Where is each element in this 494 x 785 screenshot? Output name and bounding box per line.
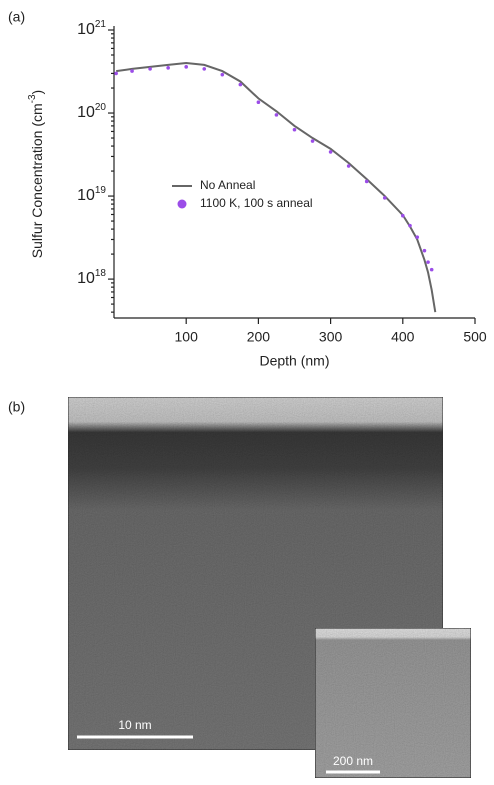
- data-point: [202, 67, 207, 71]
- data-point: [408, 223, 412, 228]
- data-point: [184, 65, 188, 69]
- data-point: [415, 235, 420, 239]
- data-point: [238, 82, 243, 87]
- data-point: [364, 179, 369, 184]
- x-tick-label: 100: [175, 329, 199, 345]
- legend-swatch: [177, 199, 187, 209]
- x-axis-label: Depth (nm): [259, 353, 329, 369]
- x-tick-label: 400: [391, 329, 415, 345]
- data-point: [130, 69, 134, 73]
- y-tick-label: 1019: [77, 185, 106, 205]
- y-tick-label: 1020: [77, 102, 106, 122]
- data-line: [116, 62, 437, 313]
- data-point: [220, 72, 225, 77]
- data-point: [426, 260, 430, 264]
- legend-label: 1100 K, 100 s anneal: [200, 196, 313, 210]
- panel-label: (b): [8, 399, 25, 415]
- data-point: [148, 67, 152, 71]
- data-point: [166, 66, 170, 70]
- x-tick-label: 500: [463, 329, 487, 345]
- data-point: [401, 213, 405, 218]
- scale-bar-label: 200 nm: [333, 754, 373, 768]
- plot: 100 200 300 400 500 1021 1020 1019 1018 Depth (nm…: [27, 19, 487, 369]
- data-point: [114, 71, 118, 76]
- inset-image: [314, 627, 472, 779]
- legend-label: No Anneal: [200, 178, 255, 192]
- panel-label: (a): [8, 9, 25, 25]
- data-point: [328, 150, 333, 154]
- data-point: [346, 164, 351, 168]
- data-point: [422, 248, 427, 253]
- y-tick-label: 1021: [77, 19, 106, 39]
- y-axis-label: Sulfur Concentration (cm-3): [27, 90, 45, 258]
- x-tick-label: 300: [319, 329, 343, 345]
- x-tick-label: 200: [247, 329, 271, 345]
- data-point: [310, 139, 315, 143]
- data-point: [429, 267, 434, 272]
- data-point: [274, 113, 279, 117]
- data-point: [256, 100, 261, 105]
- tem-image: 10 nm 200 nm: [67, 396, 472, 779]
- data-point: [292, 127, 297, 132]
- data-point: [382, 196, 387, 200]
- scale-bar-label: 10 nm: [118, 718, 151, 732]
- y-tick-label: 1018: [77, 268, 106, 288]
